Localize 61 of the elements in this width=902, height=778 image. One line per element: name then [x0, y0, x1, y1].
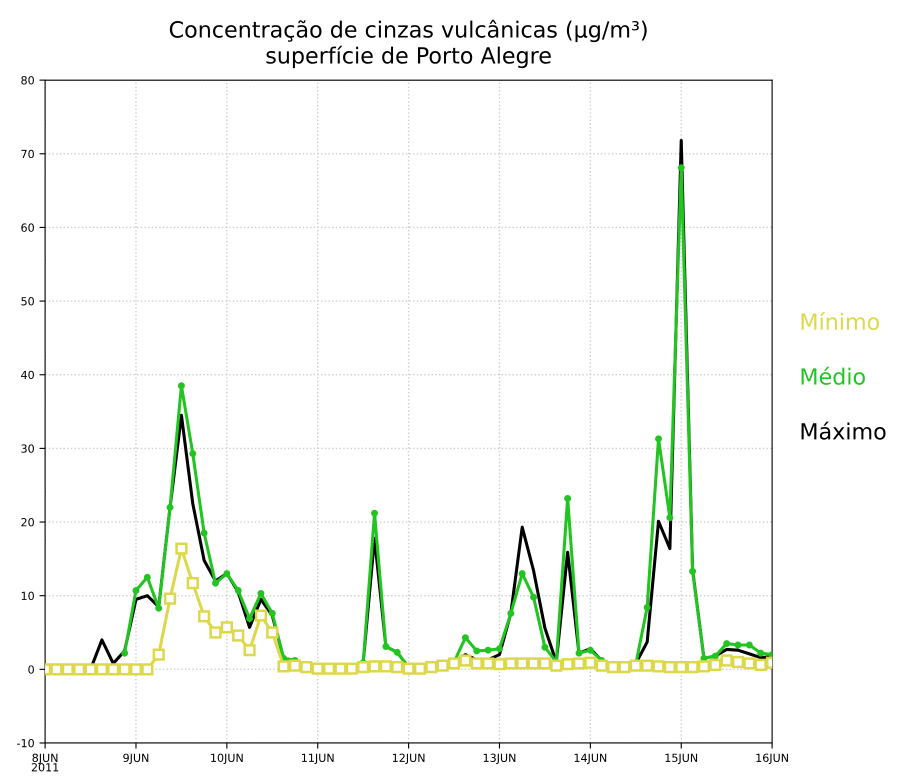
point — [178, 382, 185, 390]
point — [166, 504, 174, 511]
point — [541, 644, 548, 651]
y-tick-label: 50 — [21, 297, 34, 306]
point — [746, 642, 753, 649]
point — [678, 164, 685, 172]
point — [586, 646, 594, 654]
y-tick-label: -10 — [17, 738, 34, 748]
y-tick-label: 40 — [21, 370, 34, 380]
point — [246, 615, 254, 622]
point — [484, 646, 492, 654]
point — [564, 494, 572, 502]
point — [757, 650, 764, 657]
point — [121, 650, 128, 657]
x-tick-label: 14JUN — [574, 754, 606, 764]
chart-title: Concentração de cinzas vulcânicas (µg/m³) superfície de Porto Alegre — [170, 20, 647, 68]
y-tick-label: 70 — [21, 150, 34, 158]
y-tick-label: 20 — [21, 518, 34, 526]
point — [644, 604, 651, 611]
point — [257, 590, 264, 597]
point — [144, 574, 151, 581]
text: Mínimo — [802, 312, 880, 330]
x-tick-label: 8JUN 2011 — [32, 754, 58, 772]
text: Máximo — [802, 422, 886, 440]
point — [666, 514, 674, 522]
text: Médio — [802, 366, 865, 385]
x-tick-label: 16JUN — [756, 754, 788, 764]
point — [518, 570, 526, 578]
x-tick-label: 15JUN — [666, 754, 698, 764]
point — [689, 568, 696, 575]
x-tick-label: 11JUN — [302, 754, 334, 764]
point — [734, 642, 742, 649]
point — [189, 450, 196, 458]
point — [382, 643, 390, 650]
point — [576, 650, 582, 657]
point — [462, 634, 469, 642]
point — [507, 610, 514, 617]
point — [655, 435, 662, 442]
point — [530, 594, 538, 601]
y-tick-label: 0 — [28, 665, 34, 674]
point — [394, 648, 401, 656]
point — [234, 587, 242, 594]
x-tick-label: 13JUN — [484, 754, 516, 764]
point — [371, 510, 378, 517]
point — [223, 570, 230, 578]
point — [132, 587, 140, 594]
x-tick-label: 12JUN — [392, 754, 424, 764]
x-tick-label: 10JUN — [211, 754, 243, 764]
point — [496, 645, 503, 652]
point — [268, 610, 276, 617]
point — [212, 580, 219, 587]
y-tick-label: 80 — [21, 76, 34, 85]
y-tick-label: 10 — [22, 592, 34, 600]
point — [200, 530, 208, 537]
y-tick-label: 60 — [21, 223, 34, 232]
point — [712, 652, 719, 660]
point — [723, 640, 730, 648]
point — [155, 604, 162, 612]
y-tick-label: 30 — [21, 444, 34, 453]
point — [473, 647, 480, 654]
x-tick-label: 9JUN — [123, 754, 148, 764]
